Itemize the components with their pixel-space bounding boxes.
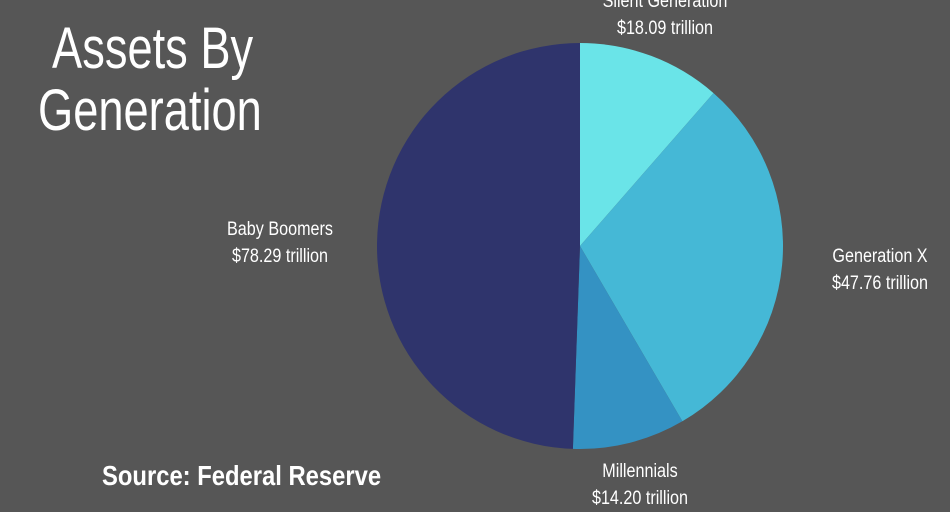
pie-slice-silent-generation <box>580 43 714 246</box>
slice-name: Silent Generation <box>602 0 728 12</box>
slice-value: $47.76 trillion <box>831 273 929 294</box>
label-silent-generation: Silent Generation $18.09 trillion <box>597 0 733 42</box>
label-millennials: Millennials $14.20 trillion <box>572 458 708 512</box>
source-note: Source: Federal Reserve <box>102 460 382 491</box>
slice-name: Baby Boomers <box>227 219 333 240</box>
pie-slice-millennials <box>572 246 683 449</box>
title-line-1: Assets By <box>52 16 254 81</box>
pie-slice-generation-x <box>580 93 783 422</box>
label-generation-x: Generation X $47.76 trillion <box>812 243 948 297</box>
slice-value: $78.29 trillion <box>231 246 329 267</box>
chart-title: Assets By Generation <box>38 18 350 142</box>
title-line-2: Generation <box>38 78 262 143</box>
pie-slice-baby-boomers <box>376 43 580 449</box>
pie-chart <box>376 43 783 449</box>
slice-name: Millennials <box>602 461 678 482</box>
label-baby-boomers: Baby Boomers $78.29 trillion <box>212 216 348 270</box>
slice-value: $18.09 trillion <box>616 18 714 39</box>
slice-name: Generation X <box>832 246 928 267</box>
slice-value: $14.20 trillion <box>591 488 689 509</box>
